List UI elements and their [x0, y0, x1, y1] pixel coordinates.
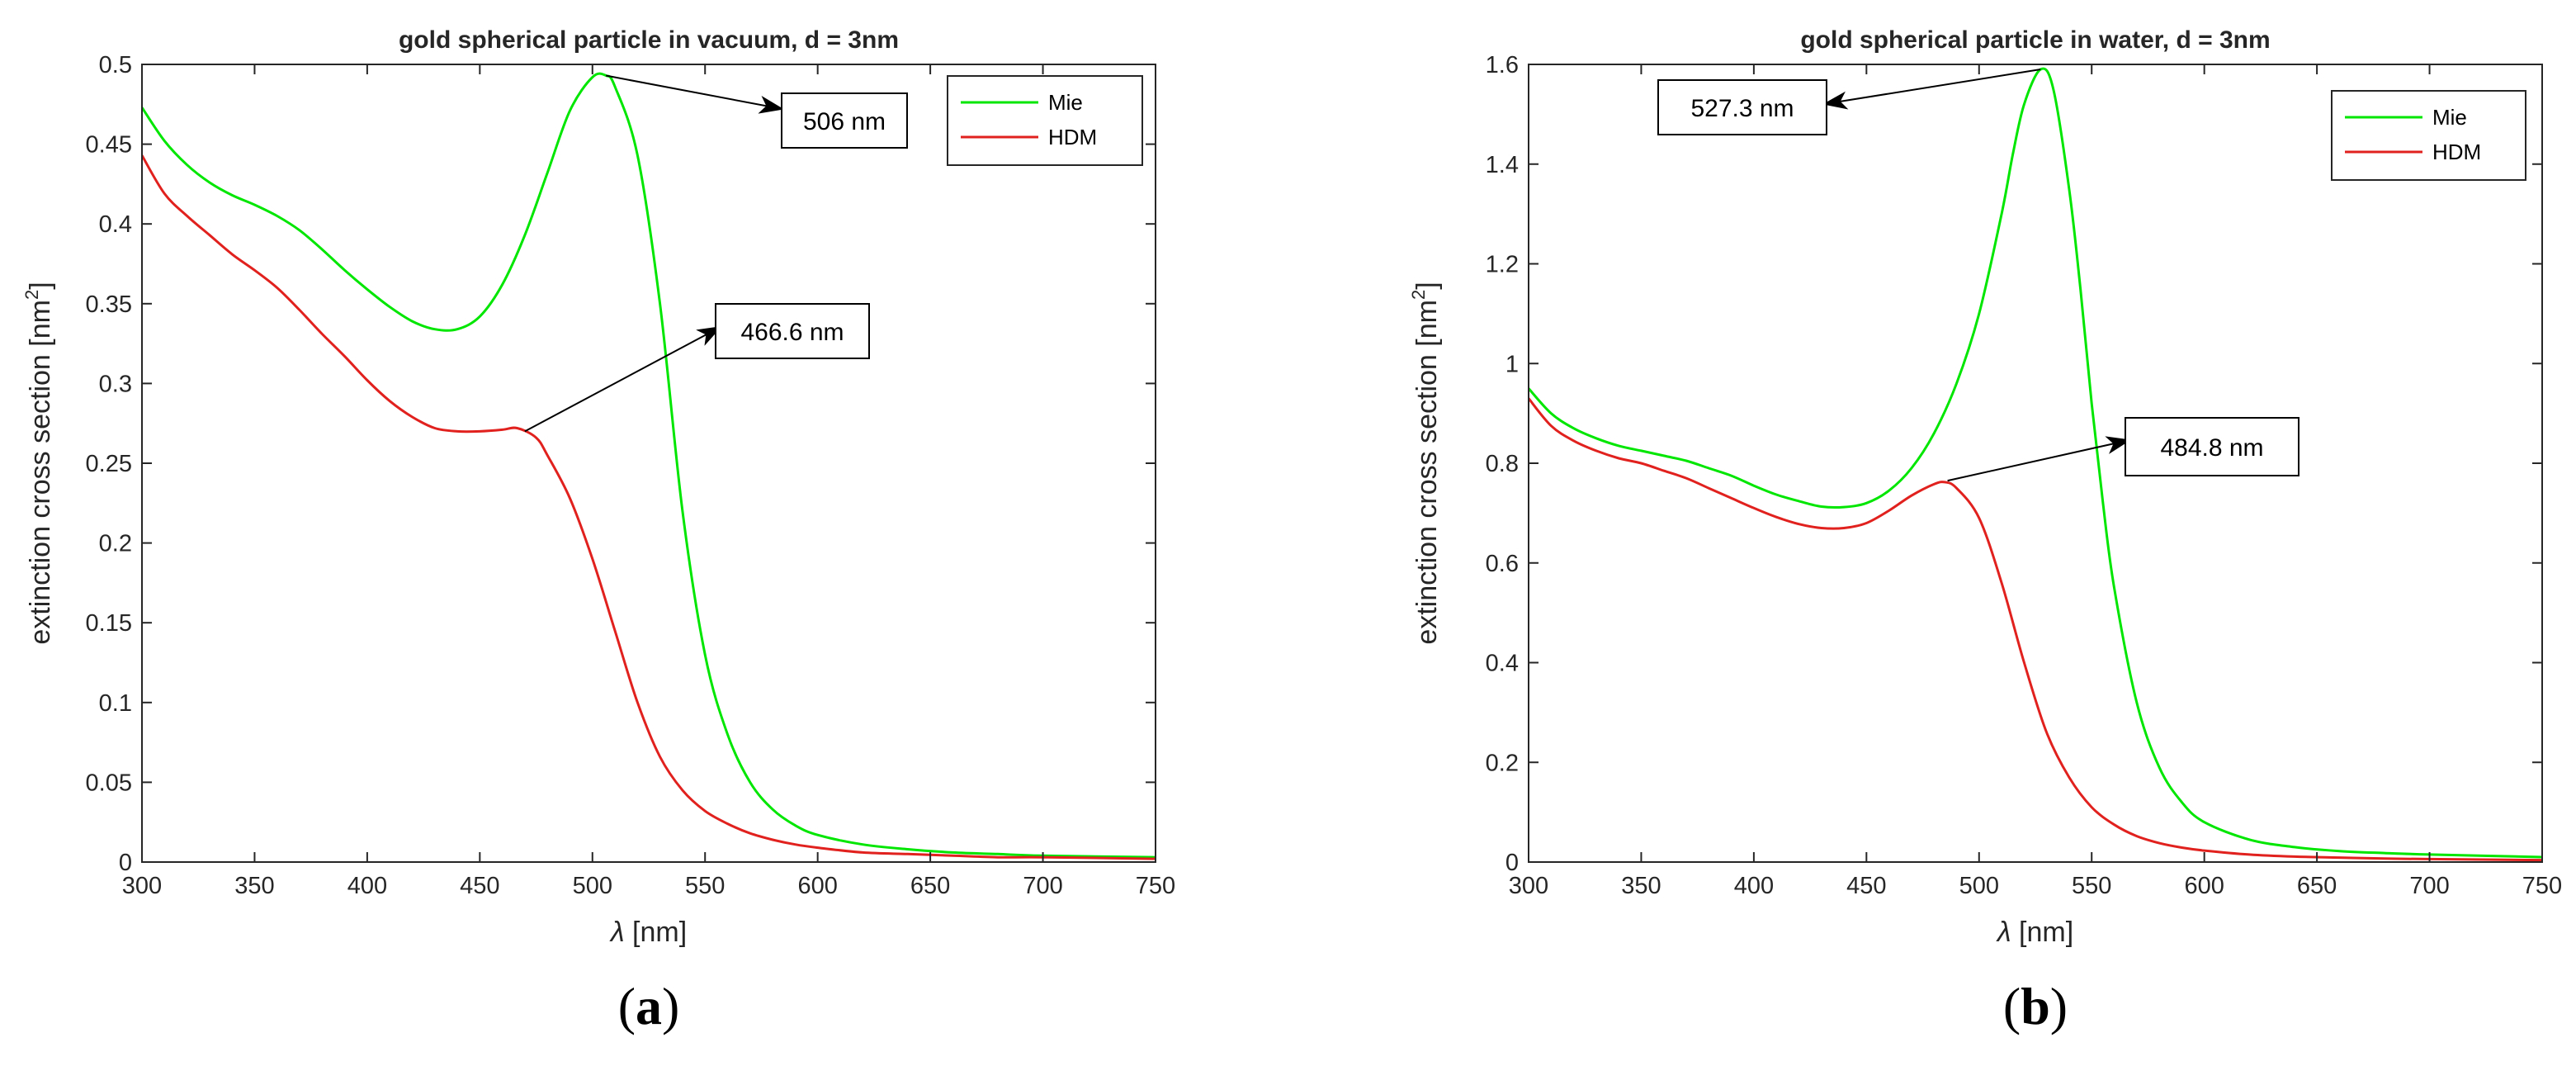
annotation-label: 484.8 nm [2160, 434, 2263, 462]
annotation-arrow [605, 74, 784, 114]
y-axis-label-sup: 2 [21, 290, 42, 300]
y-tick-label: 0.25 [86, 451, 132, 477]
y-tick-label: 0.2 [99, 531, 132, 557]
series-line-hdm [1529, 397, 2542, 862]
annotation: 506 nm [605, 74, 908, 149]
y-tick-label: 0.1 [99, 690, 132, 717]
y-axis-label-main: extinction cross section [nm [1411, 300, 1443, 645]
annotation-box [2125, 417, 2299, 476]
legend-label-hdm: HDM [1048, 125, 1097, 149]
panel-label-open: ( [618, 977, 636, 1035]
annotation-arrow [1947, 436, 2131, 482]
x-tick-label: 650 [910, 873, 950, 899]
y-axis-label: extinction cross section [nm2] [1408, 282, 1443, 644]
x-tick-label: 550 [685, 873, 725, 899]
x-axis-label-unit: [nm] [2011, 917, 2074, 948]
y-tick-label: 0.8 [1486, 451, 1519, 477]
annotation: 527.3 nm [1657, 69, 2041, 135]
x-tick-label: 450 [460, 873, 499, 899]
panel-label-letter: b [2021, 977, 2050, 1035]
series-line-hdm [142, 154, 1156, 860]
x-tick-label: 600 [797, 873, 837, 899]
annotation-label: 466.6 nm [740, 319, 844, 346]
y-tick-label: 1.4 [1486, 152, 1519, 178]
x-tick-label: 300 [1509, 873, 1548, 899]
chart-panel-b: gold spherical particle in water, d = 3n… [1408, 26, 2562, 948]
y-tick-label: 0.4 [1486, 651, 1519, 677]
y-tick-label: 1.2 [1486, 252, 1519, 278]
y-tick-label: 0.4 [99, 211, 132, 238]
annotation-box [1657, 79, 1827, 135]
plot-area [1529, 64, 2542, 862]
x-axis-label: λ [nm] [609, 917, 687, 948]
y-tick-label: 1.6 [1486, 52, 1519, 78]
legend-box [947, 75, 1143, 166]
y-tick-label: 1 [1505, 351, 1519, 377]
annotation: 484.8 nm [1947, 417, 2299, 482]
legend: Mie HDM [2331, 90, 2526, 181]
panel-label: (a) [618, 977, 680, 1035]
x-tick-label: 550 [2072, 873, 2111, 899]
y-tick-label: 0.05 [86, 770, 132, 796]
x-tick-label: 500 [573, 873, 612, 899]
annotation: 466.6 nm [524, 303, 870, 433]
panel-label-letter: a [636, 977, 662, 1035]
y-tick-label: 0.2 [1486, 750, 1519, 776]
x-tick-label: 650 [2297, 873, 2337, 899]
x-tick-label: 400 [1734, 873, 1774, 899]
panel-label-close: ) [662, 977, 679, 1035]
annotation-arrow [524, 326, 722, 433]
chart-title: gold spherical particle in vacuum, d = 3… [399, 26, 899, 54]
y-tick-label: 0.45 [86, 132, 132, 159]
y-tick-label: 0 [119, 850, 132, 876]
y-tick-label: 0 [1505, 850, 1519, 876]
y-axis-label: extinction cross section [nm2] [21, 282, 56, 644]
panel-label-close: ) [2050, 977, 2068, 1035]
x-axis-label-symbol: λ [609, 917, 625, 948]
y-tick-label: 0.35 [86, 291, 132, 318]
y-tick-label: 0.5 [99, 52, 132, 78]
x-tick-label: 600 [2184, 873, 2224, 899]
panel-label: (b) [2003, 977, 2068, 1035]
annotation-label: 506 nm [803, 108, 886, 135]
y-tick-label: 0.6 [1486, 551, 1519, 577]
legend-label-mie: Mie [1048, 90, 1083, 115]
x-axis-label-symbol: λ [1996, 917, 2011, 948]
x-tick-label: 750 [1136, 873, 1175, 899]
x-tick-label: 700 [2409, 873, 2449, 899]
chart-title: gold spherical particle in water, d = 3n… [1800, 26, 2270, 54]
y-axis-label-sup: 2 [1408, 290, 1429, 300]
y-axis-label-main: extinction cross section [nm [25, 300, 56, 645]
annotation-arrow [1822, 69, 2041, 110]
y-tick-label: 0.15 [86, 610, 132, 637]
x-tick-label: 350 [234, 873, 274, 899]
legend-label-mie: Mie [2432, 105, 2467, 130]
x-tick-label: 400 [347, 873, 387, 899]
annotation-label: 527.3 nm [1690, 95, 1794, 122]
plot-area [142, 64, 1156, 862]
legend-label-hdm: HDM [2432, 140, 2481, 164]
x-axis-label: λ [nm] [1996, 917, 2073, 948]
legend: Mie HDM [947, 75, 1143, 166]
series-line-mie [1529, 67, 2542, 859]
x-axis-label-unit: [nm] [625, 917, 688, 948]
legend-box [2331, 90, 2526, 181]
y-axis-label-end: ] [1411, 282, 1443, 289]
annotation-box [715, 303, 870, 359]
series-line-mie [142, 72, 1156, 859]
y-tick-label: 0.3 [99, 371, 132, 397]
panel-label-open: ( [2003, 977, 2021, 1035]
annotation-box [781, 92, 908, 149]
chart-panel-a: gold spherical particle in vacuum, d = 3… [21, 26, 1175, 948]
y-axis-label-end: ] [25, 282, 56, 289]
x-tick-label: 350 [1621, 873, 1661, 899]
x-tick-label: 450 [1846, 873, 1886, 899]
x-tick-label: 300 [122, 873, 162, 899]
x-tick-label: 500 [1959, 873, 1999, 899]
x-tick-label: 750 [2522, 873, 2562, 899]
x-tick-label: 700 [1023, 873, 1062, 899]
